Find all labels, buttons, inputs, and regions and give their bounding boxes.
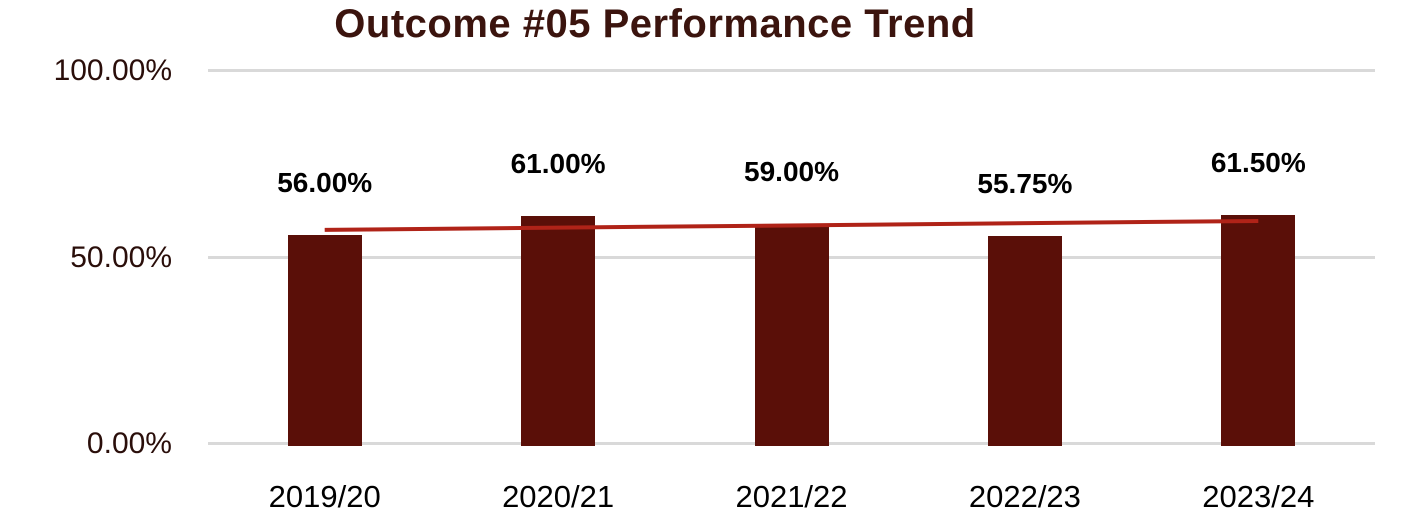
bar-2020/21 [521, 216, 596, 446]
x-axis-label-2022/23: 2022/23 [968, 479, 1081, 514]
x-axis-label-2021/22: 2021/22 [735, 479, 848, 514]
bar-2021/22 [754, 223, 829, 446]
bar-2023/24 [1221, 214, 1296, 446]
data-label-2020/21: 61.00% [510, 148, 606, 180]
bar-2019/20 [287, 235, 362, 446]
plot-area: 56.00% 61.00% 59.00% 55.75% 61.50% [208, 71, 1375, 446]
x-axis-label-2019/20: 2019/20 [268, 479, 381, 514]
data-label-2019/20: 56.00% [277, 167, 373, 199]
data-label-2023/24: 61.50% [1210, 146, 1306, 178]
bar-2022/23 [987, 236, 1062, 446]
x-axis: 2019/20 2020/21 2021/22 2022/23 2023/24 [208, 478, 1375, 518]
y-axis-tick-100: 100.00% [53, 54, 172, 87]
data-label-2021/22: 59.00% [744, 155, 839, 187]
data-label-2022/23: 55.75% [977, 168, 1073, 200]
gridline-100pct [208, 69, 1375, 72]
y-axis-tick-0: 0.00% [86, 427, 172, 460]
chart-title: Outcome #05 Performance Trend [334, 2, 976, 46]
y-axis-tick-50: 50.00% [70, 241, 172, 274]
x-axis-label-2020/21: 2020/21 [502, 479, 615, 514]
x-axis-label-2023/24: 2023/24 [1202, 479, 1315, 514]
